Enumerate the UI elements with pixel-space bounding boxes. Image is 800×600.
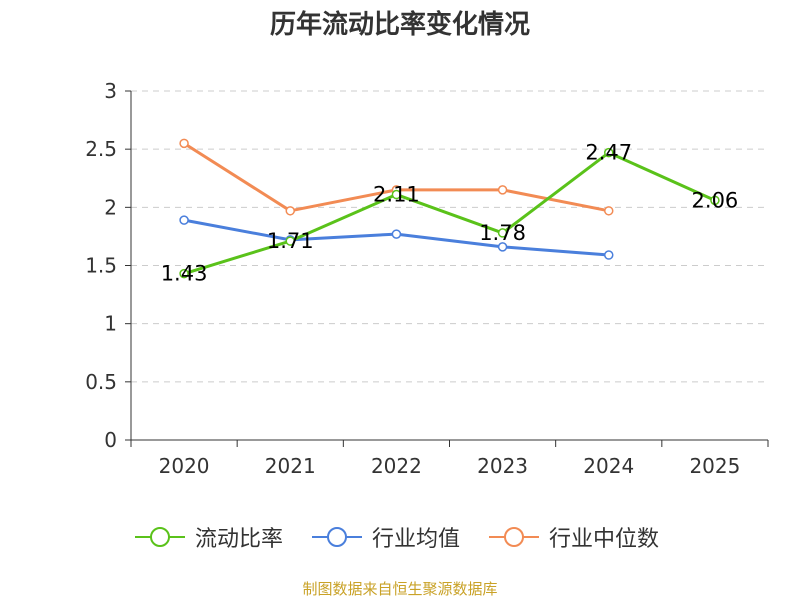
data-label: 2.47 <box>585 141 632 165</box>
data-label: 2.11 <box>373 183 420 207</box>
data-label: 1.78 <box>479 221 526 245</box>
data-point-industry_median <box>497 185 508 195</box>
legend-industry-median-icon <box>489 527 539 547</box>
series-lines <box>179 138 720 279</box>
data-point-industry_avg <box>179 215 189 225</box>
data-point-current_ratio <box>179 268 189 279</box>
legend-item-industry-median[interactable]: 行业中位数 <box>487 520 659 554</box>
chart-title: 历年流动比率变化情况 <box>269 10 530 40</box>
x-tick-label: 2022 <box>371 454 422 478</box>
axes: 0 0.5 1 1.5 2 2.5 3 2020 2021 2022 2023 2024 2025 <box>85 79 769 478</box>
source-note: 制图数据来自恒生聚源数据库 <box>302 580 498 598</box>
legend-industry-avg-icon <box>312 527 362 547</box>
y-tick-label: 1.5 <box>85 254 117 278</box>
y-tick-label: 2 <box>104 195 117 219</box>
data-point-current_ratio <box>497 228 508 238</box>
data-point-current_ratio <box>391 189 402 200</box>
y-tick-label: 3 <box>104 79 117 103</box>
data-point-industry_avg <box>497 242 508 252</box>
y-tick-label: 2.5 <box>85 137 117 161</box>
series-line-current_ratio <box>183 151 716 276</box>
legend-current-ratio-marker <box>150 527 170 547</box>
legend-current-ratio-icon <box>135 527 185 547</box>
legend-industry-avg-marker <box>327 527 347 547</box>
legend-label-industry-median: 行业中位数 <box>549 527 660 552</box>
data-point-current_ratio <box>285 236 295 246</box>
legend-item-current-ratio[interactable]: 流动比率 <box>133 520 283 554</box>
x-tick-label: 2024 <box>583 454 634 478</box>
x-tick-label: 2021 <box>265 454 316 478</box>
y-tick-label: 0.5 <box>85 370 117 394</box>
data-label: 1.43 <box>161 262 208 286</box>
data-point-current_ratio <box>604 147 614 158</box>
data-point-current_ratio <box>710 195 720 206</box>
data-point-industry_median <box>604 206 614 216</box>
data-point-industry_median <box>285 206 295 216</box>
data-label: 2.06 <box>692 188 739 212</box>
legend-item-industry-avg[interactable]: 行业均值 <box>310 520 460 554</box>
data-labels: 1.43 1.71 2.11 1.78 2.47 2.06 <box>161 141 739 286</box>
grid-lines <box>131 90 768 383</box>
x-tick-label: 2025 <box>689 454 740 478</box>
data-point-industry_avg <box>604 250 614 260</box>
legend-label-industry-avg: 行业均值 <box>372 527 461 552</box>
data-point-industry_avg <box>391 229 402 239</box>
data-point-industry_median <box>179 138 189 149</box>
x-tick-label: 2020 <box>159 454 210 478</box>
legend-industry-median-marker <box>504 527 524 547</box>
y-tick-label: 1 <box>104 312 117 336</box>
x-tick-label: 2023 <box>477 454 528 478</box>
data-label: 1.71 <box>267 229 314 253</box>
legend-label-current-ratio: 流动比率 <box>195 527 284 552</box>
y-tick-label: 0 <box>104 428 117 452</box>
